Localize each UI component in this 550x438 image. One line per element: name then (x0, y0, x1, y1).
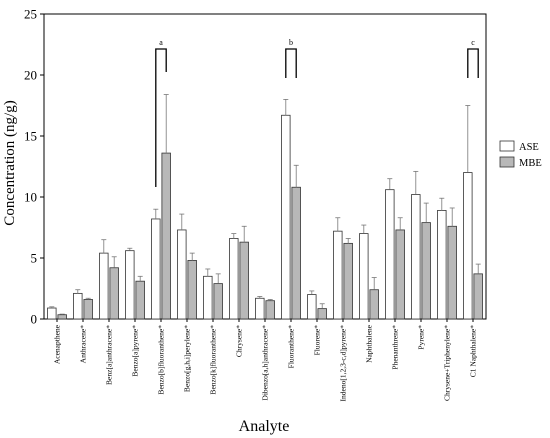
bar-ase (203, 275, 213, 320)
x-category-label: Dibenzo[a,h]anthracene* (261, 325, 270, 401)
bar-ase (437, 210, 447, 320)
bar-ase (385, 189, 395, 320)
significance-bracket (467, 48, 479, 78)
x-category-label: Anthracene* (79, 325, 88, 364)
bar-ase (463, 172, 473, 320)
bar-mbe (57, 314, 67, 320)
bar-mbe (343, 242, 353, 320)
x-category-label: Benzo[g,h,i]perylene* (183, 325, 192, 392)
bar-ase (333, 230, 343, 320)
x-axis: Acenapthene Anthracene* Benz[a]anthracene*… (53, 319, 478, 401)
bar-mbe (317, 308, 327, 320)
bar-ase (411, 194, 421, 320)
significance-letter: a (159, 38, 163, 47)
legend: ASE MBE (499, 140, 542, 169)
bar-mbe (291, 186, 301, 320)
x-category-label: Indeno[1,2,3-c,d]pyrene* (339, 325, 348, 402)
bar-ase (359, 233, 369, 320)
y-tick-label: 5 (31, 251, 38, 266)
bar-ase (255, 297, 265, 320)
bar-ase (47, 307, 57, 320)
bar-ase (177, 229, 187, 320)
bars-layer (47, 94, 483, 320)
x-axis-title: Analyte (239, 418, 290, 435)
legend-label-mbe: MBE (519, 158, 542, 169)
legend-swatch-ase (499, 140, 515, 152)
x-category-label: Chrysene+Triphenylene* (443, 325, 452, 401)
bar-ase (151, 218, 161, 320)
x-category-label: Benzo[a]pyrene* (131, 325, 140, 377)
bar-ase (125, 250, 135, 320)
x-category-label: Benz[a]anthracene* (105, 325, 114, 385)
bar-mbe (135, 280, 145, 320)
bar-ase (99, 252, 109, 320)
significance-annotations: a b c (155, 38, 479, 187)
bar-ase (281, 114, 291, 320)
y-axis: 0 5 10 15 20 25 (24, 7, 44, 327)
x-category-label: C1 Naphthalene* (469, 325, 478, 378)
significance-letter: b (289, 38, 293, 47)
bar-mbe (447, 225, 457, 320)
bar-mbe (109, 267, 119, 320)
bar-mbe (265, 300, 275, 320)
bar-ase (229, 238, 239, 320)
bar-ase (307, 294, 317, 320)
y-axis-title: Concentration (ng/g) (2, 100, 18, 225)
y-tick-label: 20 (24, 68, 37, 83)
bar-ase (73, 292, 83, 320)
bar-mbe (161, 152, 171, 320)
x-category-label: Benzo[k]fluoranthene* (209, 325, 218, 395)
x-category-label: Benzo[b]fluoranthene* (157, 325, 166, 395)
significance-bracket (155, 48, 167, 187)
bar-mbe (213, 283, 223, 320)
legend-label-ase: ASE (519, 142, 539, 153)
bar-mbe (187, 260, 197, 320)
x-category-label: Fluoranthene* (287, 325, 296, 369)
y-tick-label: 25 (24, 7, 37, 22)
x-category-label: Acenapthene (53, 324, 62, 364)
legend-swatch-mbe (499, 156, 515, 168)
significance-bracket (285, 48, 297, 78)
bar-mbe (395, 229, 405, 320)
x-category-label: Fluorene* (313, 325, 322, 356)
bar-mbe (239, 241, 249, 320)
bar-mbe (83, 299, 93, 320)
significance-letter: c (471, 38, 475, 47)
y-tick-label: 10 (24, 190, 37, 205)
x-category-label: Pyrene* (417, 325, 426, 350)
bar-mbe (421, 222, 431, 320)
y-tick-label: 15 (24, 129, 37, 144)
bar-mbe (473, 273, 483, 320)
x-category-label: Phenanthrene* (391, 325, 400, 370)
bar-mbe (369, 289, 379, 320)
x-category-label: Chrysene* (235, 325, 244, 357)
x-category-label: Naphthalene (365, 324, 374, 363)
y-tick-label: 0 (31, 312, 38, 327)
